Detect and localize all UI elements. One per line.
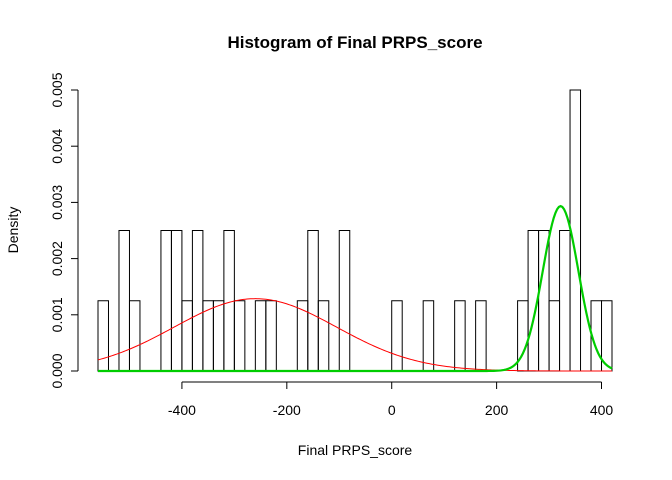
histogram-bar [233, 300, 246, 372]
histogram-bar [391, 300, 403, 372]
histogram-bar [128, 300, 141, 372]
histogram-bar [548, 300, 561, 372]
x-tick-label: 200 [485, 402, 509, 418]
x-tick-label: 0 [388, 402, 396, 418]
histogram-bar [307, 230, 319, 372]
histogram-bar [475, 300, 487, 372]
density-curve-1 [97, 298, 613, 372]
x-axis: -400 -200 0 200 400 [168, 381, 614, 418]
x-tick-label: -200 [273, 402, 301, 418]
x-tick-label: -400 [168, 402, 196, 418]
y-axis: 0.000 0.001 0.002 0.003 0.004 0.005 [49, 72, 79, 389]
density-curves [97, 204, 613, 373]
histogram-bar [538, 230, 550, 372]
histogram-bar [170, 230, 183, 372]
histogram-bar [191, 230, 204, 372]
histogram-bar [212, 300, 225, 372]
y-tick-label: 0.001 [49, 297, 65, 332]
histogram-bar [317, 300, 330, 372]
histogram-bar [454, 300, 466, 372]
histogram-bar [160, 230, 172, 372]
chart-title: Histogram of Final PRPS_score [227, 33, 482, 52]
y-tick-label: 0.000 [49, 353, 65, 388]
density-curve-2 [98, 204, 613, 373]
y-axis-label: Density [5, 207, 21, 254]
histogram-bar [265, 300, 277, 372]
histogram-bar [181, 300, 193, 372]
histogram-bar [422, 300, 435, 372]
y-tick-label: 0.005 [49, 72, 65, 107]
y-tick-label: 0.002 [49, 241, 65, 276]
x-tick-label: 400 [590, 402, 614, 418]
histogram-bars [97, 89, 613, 372]
histogram-bar [223, 230, 235, 372]
x-axis-label: Final PRPS_score [298, 442, 413, 458]
histogram-bar [559, 230, 571, 372]
histogram-bar [97, 300, 109, 372]
y-tick-label: 0.004 [49, 128, 65, 163]
histogram-bar [254, 300, 267, 372]
y-tick-label: 0.003 [49, 185, 65, 220]
histogram-bar [338, 230, 351, 372]
